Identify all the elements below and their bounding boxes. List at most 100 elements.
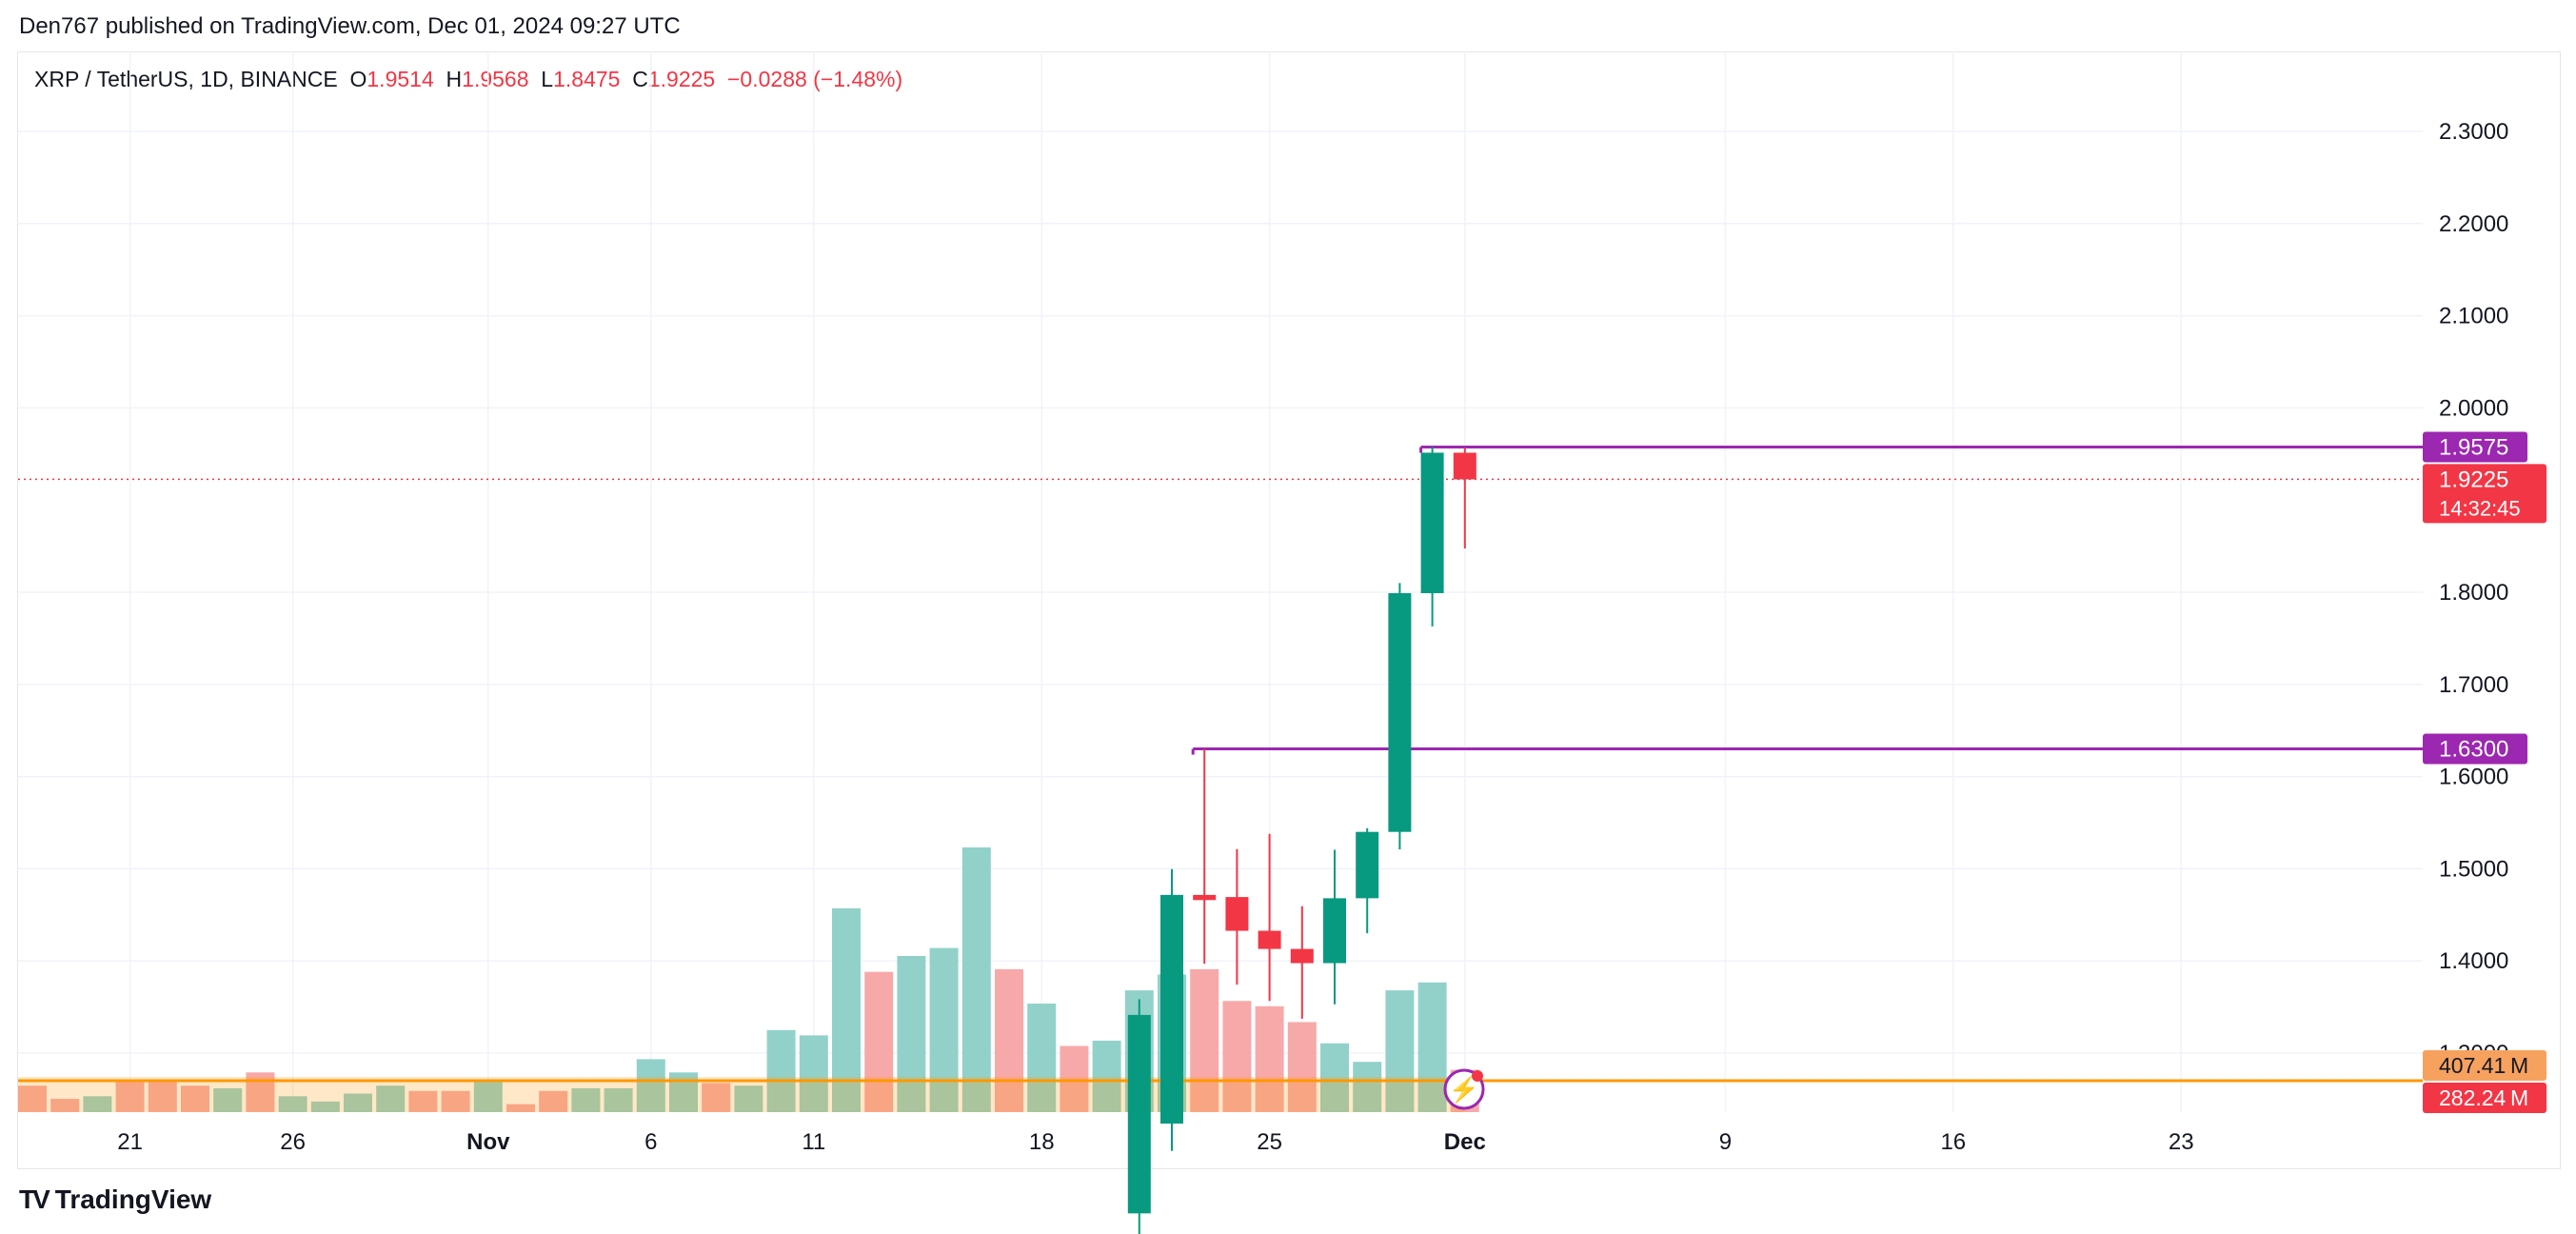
volume-last-label-bg (2423, 1083, 2546, 1113)
candle-body (1323, 898, 1346, 964)
volume-bar (766, 1029, 796, 1112)
legend-low-value: 1.8475 (553, 67, 621, 91)
volume-bar (408, 1090, 438, 1112)
volume-last-label: 282.24 M (2439, 1085, 2528, 1110)
volume-bar (310, 1101, 340, 1112)
legend-high-label: H (446, 67, 463, 91)
y-tick-label: 1.8000 (2439, 580, 2508, 606)
volume-bar (897, 955, 926, 1112)
chart-frame (17, 51, 2561, 1169)
price-axis[interactable]: 2.3000 2.2000 2.1000 2.0000 1.8000 1.7000 1.60… (2423, 119, 2546, 1113)
volume-bar (1255, 1005, 1284, 1112)
candle-body (1193, 894, 1217, 901)
time-axis[interactable]: 21 26 Nov 6 11 18 25 Dec 9 23 16 (117, 1129, 2193, 1155)
volume-ma-label-bg (2423, 1050, 2546, 1081)
volume-bar (1190, 968, 1219, 1112)
x-tick-label: 18 (1029, 1129, 1055, 1155)
volume-ma-label: 407.41 M (2439, 1053, 2528, 1078)
volume-bar (571, 1087, 601, 1112)
volume-bar (864, 971, 894, 1112)
volume-bar (734, 1085, 763, 1112)
volume-bar (1222, 1001, 1252, 1112)
volume-bar (473, 1080, 503, 1112)
volume-bar (148, 1080, 177, 1112)
volume-bar (1287, 1022, 1317, 1112)
attribution-text: Den767 published on TradingView.com, Dec… (19, 13, 681, 39)
volume-bar (83, 1096, 112, 1112)
candle-body (1420, 452, 1444, 593)
volume-bar (961, 847, 991, 1112)
volume-bar (1092, 1040, 1121, 1112)
x-tick-label: 23 (2169, 1129, 2194, 1155)
legend-open-label: O (349, 67, 367, 91)
candle-body (1127, 1014, 1151, 1214)
level-label: 1.9575 (2439, 435, 2508, 461)
grid-lines (18, 51, 2423, 1112)
volume-bar (669, 1072, 698, 1112)
level-label-bg (2423, 733, 2527, 765)
volume-bar (18, 1085, 47, 1112)
volume-bar (50, 1099, 80, 1112)
volume-bar (506, 1104, 535, 1112)
legend-high-value: 1.9568 (462, 67, 529, 91)
countdown-label: 14:32:45 (2439, 496, 2521, 520)
volume-bar (376, 1085, 406, 1112)
flash-indicator[interactable]: ⚡ (1443, 1068, 1485, 1110)
volume-bar (995, 968, 1023, 1112)
legend-close-value: 1.9225 (647, 67, 716, 91)
x-tick-label: 21 (117, 1129, 143, 1155)
last-price-label-bg (2423, 464, 2546, 524)
candle-body (1160, 894, 1183, 1125)
volume-bar (929, 947, 959, 1112)
x-tick-label: Nov (466, 1129, 510, 1155)
flash-dot (1472, 1070, 1483, 1082)
volume-bar (799, 1035, 828, 1112)
x-tick-label: 11 (802, 1129, 825, 1155)
y-tick-label: 1.5000 (2439, 856, 2508, 882)
x-tick-label: 26 (280, 1129, 306, 1155)
x-tick-label: 25 (1257, 1129, 1282, 1155)
x-tick-label: 16 (1940, 1129, 1966, 1155)
candle-body (1356, 831, 1379, 899)
volume-bar (1417, 982, 1447, 1112)
candle-body (1453, 452, 1476, 480)
tradingview-logo-icon: TV (19, 1184, 50, 1214)
y-tick-label: 2.1000 (2439, 304, 2508, 329)
y-tick-label: 1.7000 (2439, 672, 2508, 698)
volume-bar (246, 1072, 275, 1112)
tradingview-logo[interactable]: TV TradingView (19, 1184, 211, 1215)
horizontal-levels (18, 446, 2423, 755)
y-tick-label: 2.3000 (2439, 119, 2508, 145)
volume-bar (213, 1087, 243, 1112)
volume-bar (278, 1096, 307, 1112)
legend-open-value: 1.9514 (367, 67, 434, 91)
volume-bar (1027, 1004, 1057, 1112)
candle-body (1388, 592, 1412, 832)
volume-bar (604, 1087, 633, 1112)
candle-body (1290, 948, 1314, 964)
volume-bars (18, 847, 1479, 1112)
volume-bar (539, 1090, 568, 1112)
volume-bar (702, 1083, 731, 1112)
volume-ma-line (18, 1077, 2423, 1112)
volume-bar (441, 1090, 470, 1112)
x-tick-label: 9 (1719, 1129, 1732, 1155)
legend-close-label: C (632, 67, 648, 91)
tradingview-logo-text: TradingView (54, 1184, 212, 1214)
volume-ma-band (18, 1077, 1465, 1112)
x-tick-label: Dec (1444, 1129, 1486, 1155)
level-label: 1.6300 (2439, 737, 2508, 763)
ohlc-legend: XRP / TetherUS, 1D, BINANCE O1.9514 H1.9… (34, 67, 902, 92)
volume-bar (344, 1093, 372, 1112)
level-label-bg (2423, 431, 2527, 463)
volume-bar (1353, 1062, 1382, 1112)
legend-symbol: XRP / TetherUS, 1D, BINANCE (34, 67, 338, 91)
volume-bar (1385, 990, 1415, 1112)
volume-bar (636, 1059, 665, 1112)
volume-bar (115, 1080, 145, 1112)
y-tick-label: 2.2000 (2439, 211, 2508, 237)
volume-bar (832, 907, 861, 1112)
last-price-label: 1.9225 (2439, 467, 2508, 492)
legend-low-label: L (541, 67, 554, 91)
